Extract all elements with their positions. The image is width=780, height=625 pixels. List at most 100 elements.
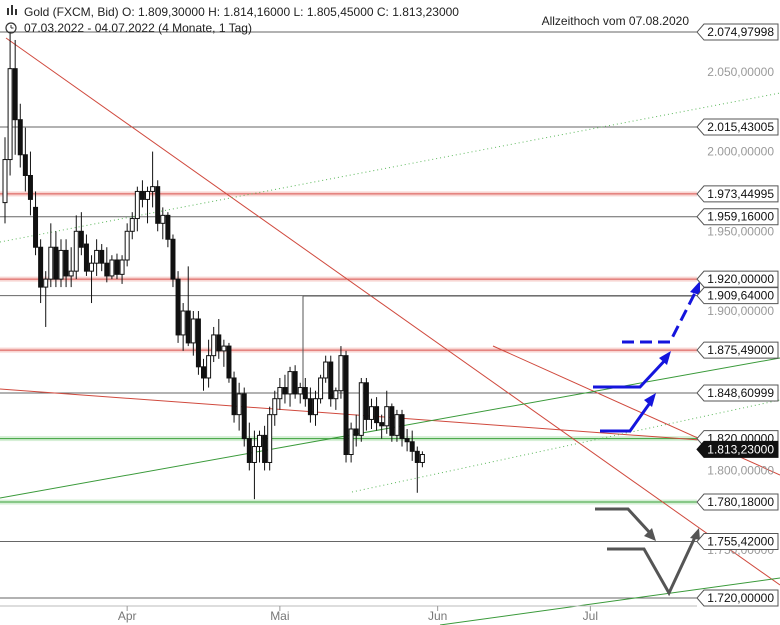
candle-37 bbox=[190, 311, 196, 356]
candle-57 bbox=[292, 365, 298, 399]
level-label-9: 1.780,18000 bbox=[696, 493, 779, 511]
x-tick-label-1: Mai bbox=[270, 609, 289, 623]
candle-15 bbox=[78, 212, 84, 256]
all-time-high-annotation: Allzeithoch vom 07.08.2020 bbox=[542, 14, 690, 28]
y-tick-label-1: 2.000,00000 bbox=[707, 145, 774, 159]
bottom-support-trendline bbox=[439, 577, 780, 625]
candle-34 bbox=[175, 271, 181, 343]
svg-text:2.015,43005: 2.015,43005 bbox=[707, 120, 774, 134]
svg-text:1.848,60999: 1.848,60999 bbox=[707, 386, 774, 400]
candle-48 bbox=[246, 422, 252, 471]
level-label-7: 1.848,60999 bbox=[696, 384, 779, 402]
blue-arrowhead-lower bbox=[644, 393, 656, 407]
candle-78 bbox=[399, 409, 405, 447]
x-tick-label-3: Jul bbox=[583, 609, 598, 623]
candle-70 bbox=[358, 377, 364, 442]
svg-text:1.973,44995: 1.973,44995 bbox=[707, 187, 774, 201]
dotted-channel-lower bbox=[351, 399, 780, 493]
candle-46 bbox=[236, 382, 242, 431]
candle-10 bbox=[53, 231, 59, 288]
horizontal-levels bbox=[0, 31, 697, 599]
candle-52 bbox=[267, 406, 273, 471]
dotted-channel-upper bbox=[0, 92, 780, 243]
svg-text:1.909,64000: 1.909,64000 bbox=[707, 289, 774, 303]
svg-text:1.780,18000: 1.780,18000 bbox=[707, 495, 774, 509]
candle-8 bbox=[43, 271, 49, 327]
svg-text:1.920,00000: 1.920,00000 bbox=[707, 272, 774, 286]
candle-74 bbox=[379, 414, 385, 439]
current-price-label: 1.813,23000 bbox=[696, 440, 779, 458]
level-label-10: 1.755,42000 bbox=[696, 533, 779, 551]
candle-31 bbox=[160, 207, 166, 240]
svg-text:1.755,42000: 1.755,42000 bbox=[707, 535, 774, 549]
candle-40 bbox=[206, 339, 212, 388]
x-tick-label-0: Apr bbox=[118, 609, 137, 623]
y-tick-label-4: 1.800,00000 bbox=[707, 463, 774, 477]
candle-72 bbox=[368, 398, 374, 429]
candle-69 bbox=[353, 414, 359, 447]
lower-resistance-trendline bbox=[0, 388, 701, 441]
scenario-arrows bbox=[593, 281, 700, 597]
svg-text:1.720,00000: 1.720,00000 bbox=[707, 591, 774, 605]
candle-50 bbox=[257, 430, 262, 463]
candle-7 bbox=[38, 239, 44, 304]
y-tick-label-0: 2.050,00000 bbox=[707, 65, 774, 79]
svg-text:2.074,97998: 2.074,97998 bbox=[707, 25, 774, 39]
candle-25 bbox=[129, 212, 135, 240]
bar-chart-icon bbox=[7, 5, 17, 15]
candle-81 bbox=[414, 446, 420, 493]
candle-66 bbox=[338, 346, 344, 399]
candle-28 bbox=[145, 186, 151, 224]
level-label-5: 1.909,64000 bbox=[696, 287, 779, 305]
candle-39 bbox=[201, 358, 207, 391]
candle-38 bbox=[195, 311, 201, 375]
candle-44 bbox=[226, 342, 232, 383]
level-label-3: 1.959,16000 bbox=[696, 208, 779, 226]
candle-30 bbox=[155, 180, 161, 232]
gray-arrow-v-shape bbox=[607, 534, 698, 597]
candle-68 bbox=[348, 422, 354, 463]
blue-dashed-arrowhead bbox=[690, 281, 700, 295]
candle-2 bbox=[12, 39, 18, 155]
candle-58 bbox=[297, 382, 303, 404]
candle-51 bbox=[262, 425, 268, 471]
candle-62 bbox=[318, 374, 324, 404]
x-tick-label-2: Jun bbox=[428, 609, 447, 623]
candle-18 bbox=[94, 239, 100, 276]
candle-13 bbox=[68, 247, 74, 288]
candle-11 bbox=[58, 239, 64, 288]
level-label-4: 1.920,00000 bbox=[696, 270, 779, 288]
candle-17 bbox=[89, 255, 95, 304]
candle-6 bbox=[33, 191, 39, 256]
blue-arrowhead-upper bbox=[659, 351, 671, 365]
candle-80 bbox=[409, 430, 415, 461]
candle-41 bbox=[211, 326, 217, 363]
candle-53 bbox=[272, 390, 278, 426]
candle-60 bbox=[307, 387, 313, 423]
candle-65 bbox=[333, 387, 339, 410]
clock-icon bbox=[5, 22, 17, 34]
candles bbox=[2, 32, 425, 500]
candle-20 bbox=[104, 247, 110, 283]
candle-59 bbox=[302, 377, 308, 407]
candle-63 bbox=[323, 355, 329, 383]
candle-21 bbox=[109, 255, 115, 280]
candle-77 bbox=[394, 409, 400, 442]
candle-14 bbox=[73, 215, 79, 280]
candle-55 bbox=[282, 374, 288, 404]
candle-75 bbox=[384, 390, 390, 434]
trend-lines bbox=[0, 37, 780, 625]
candle-4 bbox=[22, 127, 28, 192]
level-label-11: 1.720,00000 bbox=[696, 589, 779, 607]
level-label-6: 1.875,49000 bbox=[696, 341, 779, 359]
candle-24 bbox=[124, 223, 130, 267]
candle-19 bbox=[99, 244, 105, 272]
candle-73 bbox=[374, 397, 380, 431]
candle-36 bbox=[185, 266, 191, 347]
candle-67 bbox=[343, 350, 349, 463]
gray-arrow-down bbox=[595, 507, 653, 536]
time-axis: Apr Mai Jun Jul bbox=[0, 605, 697, 623]
blue-arrow-lower bbox=[600, 399, 654, 433]
svg-text:1.959,16000: 1.959,16000 bbox=[707, 210, 774, 224]
